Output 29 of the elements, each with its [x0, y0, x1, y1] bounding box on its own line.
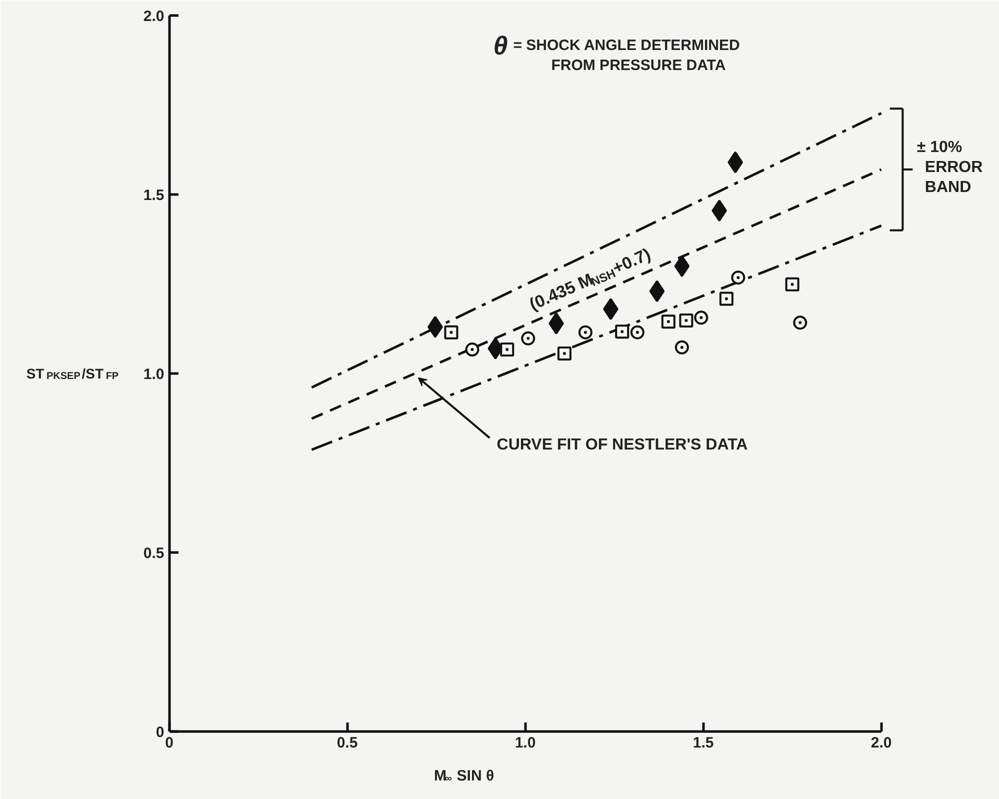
point [557, 346, 572, 360]
point [521, 331, 536, 346]
point [578, 325, 592, 340]
annotation: ± 10% ERROR BAND [916, 138, 984, 196]
y-tick-label: 1.0 [143, 366, 164, 384]
point [500, 342, 514, 357]
y-tick-label: 0.5 [143, 544, 164, 562]
point [630, 325, 644, 340]
point [674, 340, 689, 354]
point [674, 255, 690, 278]
x-tick-label: 2.0 [870, 734, 892, 752]
annotation: θ = SHOCK ANGLE DETERMINED FROM PRESSURE DATA [493, 30, 740, 74]
annotation: CURVE FIT OF NESTLER'S DATA [496, 436, 748, 454]
point [679, 314, 694, 328]
point [793, 316, 808, 330]
point [694, 310, 708, 325]
point [719, 292, 734, 306]
point [465, 342, 480, 357]
point [649, 280, 665, 302]
x-tick-label: 1.5 [692, 734, 714, 752]
point [731, 270, 746, 285]
y-tick-label: 1.5 [143, 187, 164, 204]
point [615, 324, 630, 339]
x-tick-label: 0.5 [336, 734, 358, 752]
y-tick-label: 2.0 [143, 8, 164, 26]
point [444, 325, 458, 340]
point [785, 277, 800, 292]
x-tick-label: 1.0 [514, 734, 536, 752]
point [661, 314, 676, 329]
